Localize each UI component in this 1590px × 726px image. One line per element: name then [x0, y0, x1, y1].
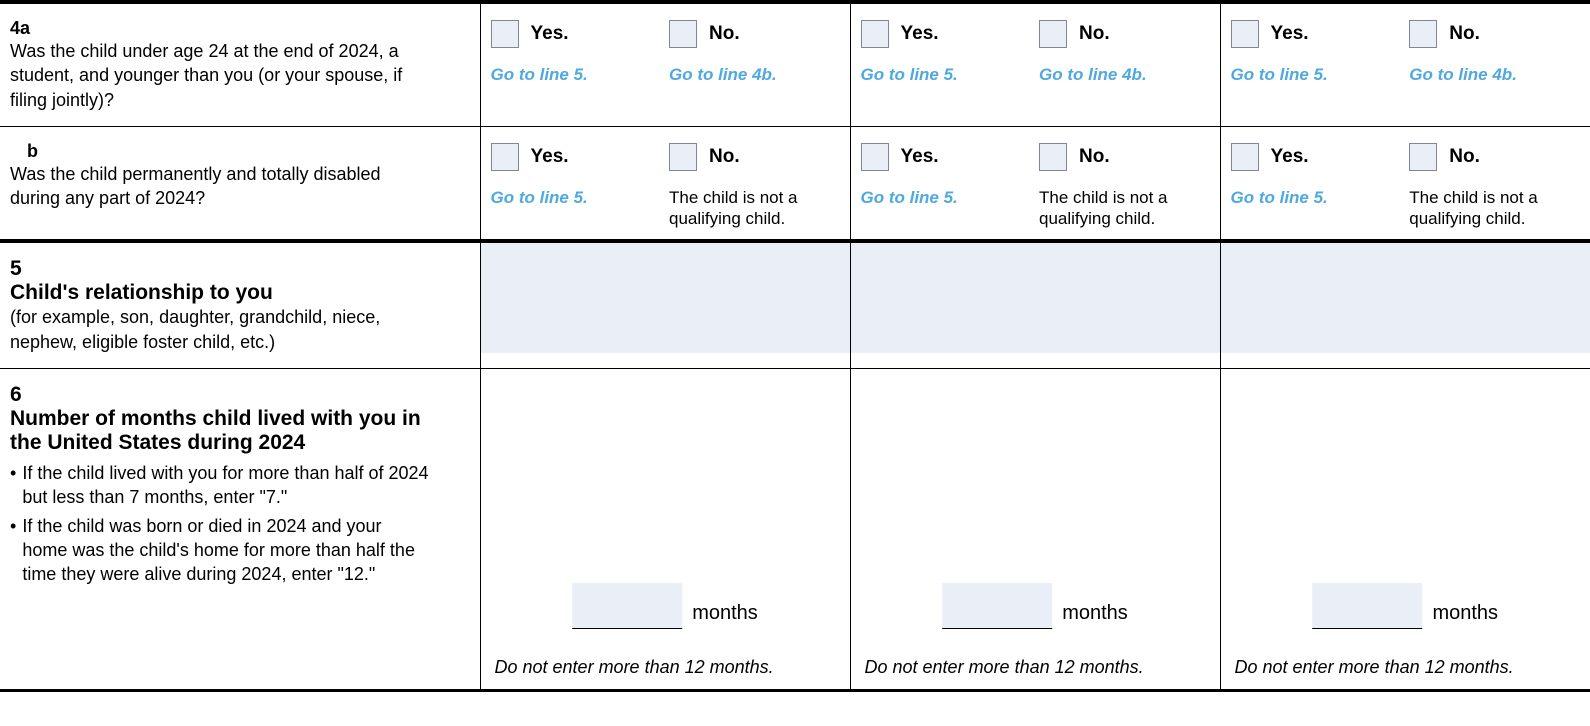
hint-goto5: Go to line 5. [491, 64, 662, 85]
input-months-c1[interactable] [572, 583, 682, 629]
line-num-4b: b [10, 141, 42, 162]
checkbox-4a-c2-yes[interactable] [861, 20, 889, 48]
col-child2-4a: Yes. Go to line 5. No. Go to line 4b. [850, 2, 1220, 126]
checkbox-4a-c1-no[interactable] [669, 20, 697, 48]
hint-goto5: Go to line 5. [861, 64, 1032, 85]
line-num-5: 5 [10, 257, 42, 281]
line-text-4b: Was the child permanently and totally di… [10, 162, 432, 211]
input-months-c3[interactable] [1312, 583, 1422, 629]
hint-goto4b: Go to line 4b. [1409, 64, 1580, 85]
months-note: Do not enter more than 12 months. [495, 657, 836, 679]
hint-goto4b: Go to line 4b. [1039, 64, 1210, 85]
label-4a: 4a Was the child under age 24 at the end… [0, 2, 480, 126]
label-yes: Yes. [901, 146, 939, 168]
checkbox-4a-c3-no[interactable] [1409, 20, 1437, 48]
hint-notqc: The child is not a qualifying child. [1409, 187, 1580, 230]
label-no: No. [1449, 146, 1480, 168]
label-yes: Yes. [531, 146, 569, 168]
checkbox-4b-c2-yes[interactable] [861, 143, 889, 171]
col-child3-5 [1220, 241, 1590, 368]
col-child1-4a: Yes. Go to line 5. No. Go to line 4b. [480, 2, 850, 126]
checkbox-4a-c3-yes[interactable] [1231, 20, 1259, 48]
hint-goto5: Go to line 5. [491, 187, 662, 208]
line-num-4a: 4a [10, 18, 42, 39]
hint-notqc: The child is not a qualifying child. [669, 187, 840, 230]
bullet2: If the child was born or died in 2024 an… [22, 514, 431, 587]
row-4a: 4a Was the child under age 24 at the end… [0, 2, 1590, 126]
label-yes: Yes. [1271, 146, 1309, 168]
row-4b: b Was the child permanently and totally … [0, 126, 1590, 241]
label-yes: Yes. [901, 23, 939, 45]
line-text-4a: Was the child under age 24 at the end of… [10, 39, 432, 112]
checkbox-4b-c1-yes[interactable] [491, 143, 519, 171]
hint-goto5: Go to line 5. [1231, 64, 1402, 85]
line-bullets-6: •If the child lived with you for more th… [10, 461, 432, 586]
col-child1-6: months Do not enter more than 12 months. [480, 368, 850, 690]
col-child1-5 [480, 241, 850, 368]
label-5: 5 Child's relationship to you (for examp… [0, 241, 480, 368]
row-5: 5 Child's relationship to you (for examp… [0, 241, 1590, 368]
col-child1-4b: Yes. Go to line 5. No. The child is not … [480, 126, 850, 241]
months-label: months [1062, 602, 1128, 629]
hint-goto4b: Go to line 4b. [669, 64, 840, 85]
input-relationship-c3[interactable] [1221, 243, 1590, 353]
checkbox-4b-c3-no[interactable] [1409, 143, 1437, 171]
input-months-c2[interactable] [942, 583, 1052, 629]
col-child2-4b: Yes. Go to line 5. No. The child is not … [850, 126, 1220, 241]
form-table: 4a Was the child under age 24 at the end… [0, 0, 1590, 692]
col-child3-6: months Do not enter more than 12 months. [1220, 368, 1590, 690]
months-label: months [692, 602, 758, 629]
col-child3-4a: Yes. Go to line 5. No. Go to line 4b. [1220, 2, 1590, 126]
col-child2-6: months Do not enter more than 12 months. [850, 368, 1220, 690]
months-note: Do not enter more than 12 months. [1235, 657, 1577, 679]
line-sub-5: (for example, son, daughter, grandchild,… [10, 307, 380, 351]
checkbox-4a-c2-no[interactable] [1039, 20, 1067, 48]
bullet1: If the child lived with you for more tha… [22, 461, 431, 510]
line-num-6: 6 [10, 383, 42, 407]
checkbox-4b-c3-yes[interactable] [1231, 143, 1259, 171]
line-title-6: Number of months child lived with you in… [10, 407, 421, 454]
input-relationship-c2[interactable] [851, 243, 1220, 353]
label-6: 6 Number of months child lived with you … [0, 368, 480, 690]
checkbox-4a-c1-yes[interactable] [491, 20, 519, 48]
label-no: No. [1079, 146, 1110, 168]
months-note: Do not enter more than 12 months. [865, 657, 1206, 679]
checkbox-4b-c2-no[interactable] [1039, 143, 1067, 171]
line-title-5: Child's relationship to you [10, 281, 273, 304]
label-4b: b Was the child permanently and totally … [0, 126, 480, 241]
label-no: No. [1449, 23, 1480, 45]
col-child2-5 [850, 241, 1220, 368]
label-yes: Yes. [1271, 23, 1309, 45]
col-child3-4b: Yes. Go to line 5. No. The child is not … [1220, 126, 1590, 241]
checkbox-4b-c1-no[interactable] [669, 143, 697, 171]
label-no: No. [709, 23, 740, 45]
row-6: 6 Number of months child lived with you … [0, 368, 1590, 690]
label-no: No. [1079, 23, 1110, 45]
hint-goto5: Go to line 5. [861, 187, 1032, 208]
hint-notqc: The child is not a qualifying child. [1039, 187, 1210, 230]
label-no: No. [709, 146, 740, 168]
label-yes: Yes. [531, 23, 569, 45]
hint-goto5: Go to line 5. [1231, 187, 1402, 208]
months-label: months [1432, 602, 1498, 629]
input-relationship-c1[interactable] [481, 243, 850, 353]
